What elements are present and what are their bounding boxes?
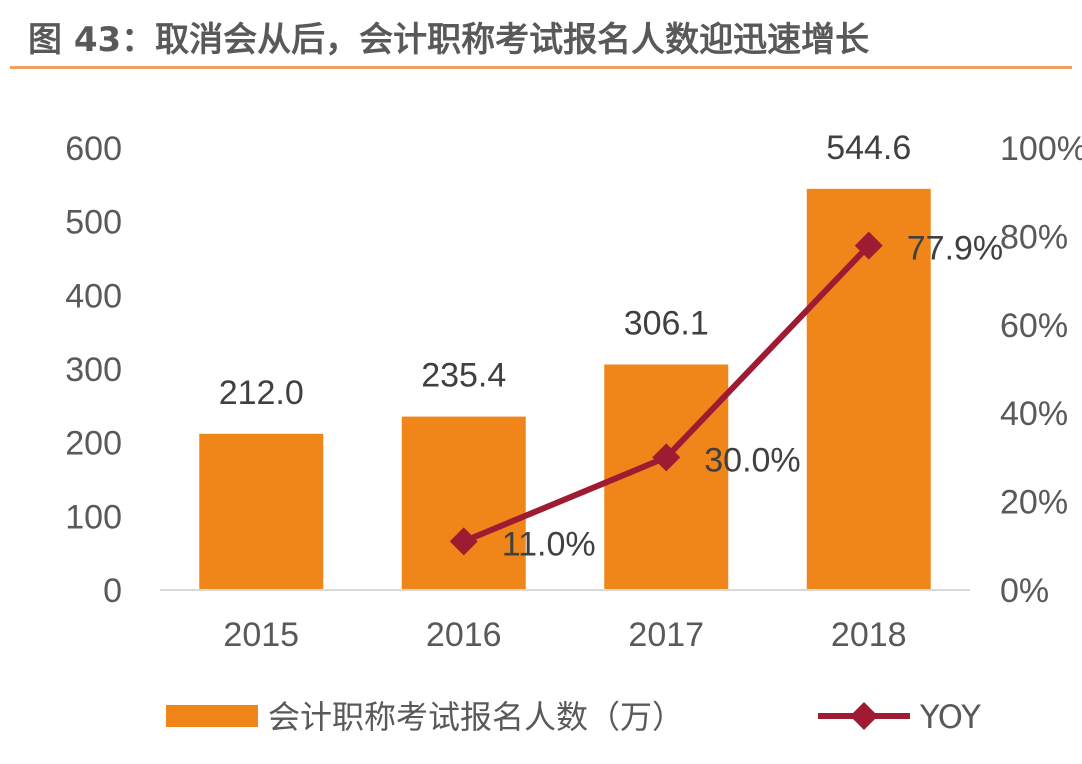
- bar: [199, 433, 324, 590]
- legend-line-marker: [850, 702, 878, 730]
- bar: [401, 416, 526, 590]
- bar-data-label: 212.0: [219, 374, 304, 412]
- x-axis-tick: 2016: [426, 616, 502, 654]
- left-axis-tick: 500: [65, 204, 122, 242]
- yoy-marker: [652, 443, 681, 472]
- yoy-marker: [854, 231, 883, 260]
- right-axis-tick: 100%: [1000, 130, 1082, 168]
- yoy-data-label: 30.0%: [704, 441, 800, 479]
- left-axis-tick: 200: [65, 425, 122, 463]
- bar-data-label: 306.1: [624, 305, 709, 343]
- bar-data-label: 235.4: [421, 357, 506, 395]
- x-axis-tick: 2018: [831, 616, 907, 654]
- chart-title: 图 43：取消会从后，会计职称考试报名人数迎迅速增长: [28, 20, 870, 60]
- left-axis-tick: 300: [65, 351, 122, 389]
- yoy-data-label: 11.0%: [502, 525, 596, 563]
- right-axis-tick: 60%: [1000, 307, 1068, 345]
- title-divider: [10, 66, 1072, 69]
- left-axis-tick: 0: [103, 572, 122, 610]
- x-axis-tick: 2017: [628, 616, 704, 654]
- x-axis-tick: 2015: [223, 616, 299, 654]
- right-axis-tick: 20%: [1000, 484, 1068, 522]
- left-axis-tick: 100: [65, 498, 122, 536]
- right-axis-tick: 40%: [1000, 395, 1068, 433]
- yoy-marker: [449, 527, 478, 556]
- legend-line-label: YOY: [919, 698, 981, 736]
- yoy-data-label: 77.9%: [907, 230, 1003, 268]
- right-axis-tick: 80%: [1000, 218, 1068, 256]
- legend-bar-swatch: [166, 705, 258, 727]
- left-axis-tick: 400: [65, 277, 122, 315]
- right-axis-tick: 0%: [1000, 572, 1049, 610]
- bar-data-label: 544.6: [826, 129, 911, 167]
- legend-bar-label: 会计职称考试报名人数（万）: [268, 698, 684, 736]
- left-axis-tick: 600: [65, 130, 122, 168]
